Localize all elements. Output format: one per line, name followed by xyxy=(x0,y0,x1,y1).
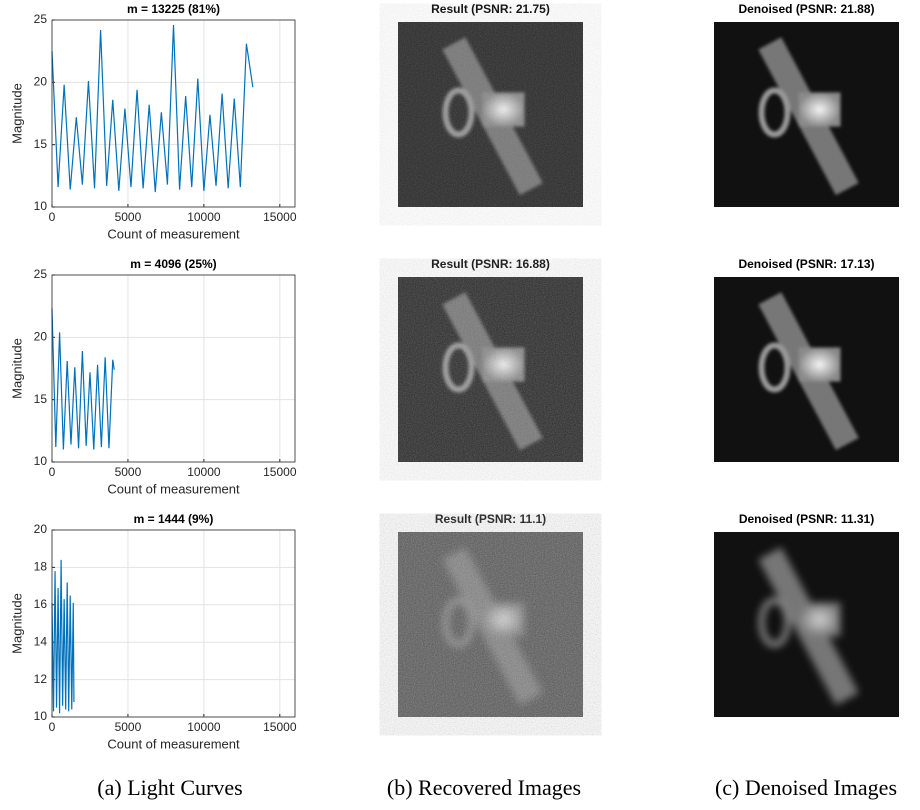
x-tick-label: 5000 xyxy=(115,465,142,479)
y-tick-label: 10 xyxy=(34,454,48,468)
y-axis-label: Magnitude xyxy=(9,593,24,654)
antenna xyxy=(758,87,791,138)
chart-title: m = 4096 (25%) xyxy=(130,257,216,271)
satellite-image xyxy=(714,277,899,462)
y-tick-label: 16 xyxy=(34,597,48,611)
light-curve xyxy=(51,308,115,450)
x-tick-label: 0 xyxy=(49,465,56,479)
y-tick-label: 10 xyxy=(34,199,48,213)
light-curve xyxy=(51,559,75,714)
chart-title: m = 13225 (81%) xyxy=(127,2,220,16)
image-title: Result (PSNR: 16.88) xyxy=(431,257,550,271)
satellite xyxy=(758,292,859,451)
image-title: Denoised (PSNR: 11.31) xyxy=(739,512,874,526)
y-tick-label: 15 xyxy=(34,392,48,406)
body xyxy=(798,347,841,382)
satellite-image xyxy=(398,22,583,207)
satellite-image xyxy=(398,277,583,462)
x-tick-label: 10000 xyxy=(187,465,221,479)
x-tick-label: 0 xyxy=(49,720,56,734)
x-tick-label: 15000 xyxy=(263,210,297,224)
antenna xyxy=(758,597,791,648)
x-tick-label: 0 xyxy=(49,210,56,224)
x-axis-label: Count of measurement xyxy=(107,736,240,751)
x-tick-label: 10000 xyxy=(187,210,221,224)
y-axis-label: Magnitude xyxy=(9,338,24,399)
satellite xyxy=(758,37,859,196)
y-tick-label: 18 xyxy=(34,560,48,574)
x-axis-label: Count of measurement xyxy=(107,226,240,241)
y-tick-label: 20 xyxy=(34,522,48,536)
x-axis-label: Count of measurement xyxy=(107,481,240,496)
axes-box xyxy=(51,19,296,208)
image-title: Result (PSNR: 11.1) xyxy=(435,512,546,526)
satellite-image xyxy=(714,532,899,717)
antenna xyxy=(758,342,791,393)
plot-area xyxy=(52,530,295,717)
y-tick-label: 25 xyxy=(34,267,48,281)
y-tick-label: 25 xyxy=(34,12,48,26)
chart-title: m = 1444 (9%) xyxy=(134,512,214,526)
caption: (b) Recovered Images xyxy=(387,775,581,800)
y-tick-label: 10 xyxy=(34,709,48,723)
satellite xyxy=(758,547,859,706)
noise xyxy=(398,532,583,717)
plot-area xyxy=(52,20,295,207)
y-tick-label: 14 xyxy=(34,634,48,648)
satellite-image xyxy=(714,22,899,207)
x-tick-label: 5000 xyxy=(115,720,142,734)
caption: (a) Light Curves xyxy=(97,775,242,800)
axes-box xyxy=(51,274,296,463)
x-tick-label: 5000 xyxy=(115,210,142,224)
image-title: Denoised (PSNR: 17.13) xyxy=(738,257,874,271)
axes-box xyxy=(51,529,296,718)
noise xyxy=(398,277,583,462)
x-tick-label: 15000 xyxy=(263,720,297,734)
caption: (c) Denoised Images xyxy=(715,775,897,800)
satellite-image xyxy=(398,532,583,717)
light-curve xyxy=(51,24,254,193)
x-tick-label: 15000 xyxy=(263,465,297,479)
noise xyxy=(398,22,583,207)
image-title: Denoised (PSNR: 21.88) xyxy=(738,2,874,16)
y-axis-label: Magnitude xyxy=(9,83,24,144)
image-title: Result (PSNR: 21.75) xyxy=(431,2,550,16)
x-tick-label: 10000 xyxy=(187,720,221,734)
body xyxy=(798,602,841,637)
y-tick-label: 20 xyxy=(34,75,48,89)
y-tick-label: 15 xyxy=(34,137,48,151)
y-tick-label: 20 xyxy=(34,330,48,344)
y-tick-label: 12 xyxy=(34,672,48,686)
body xyxy=(798,92,841,127)
plot-area xyxy=(52,275,295,462)
